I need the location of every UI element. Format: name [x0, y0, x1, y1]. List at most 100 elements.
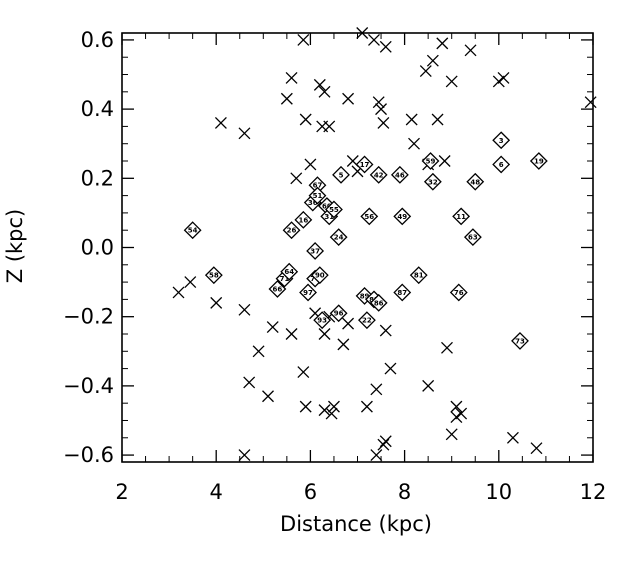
x-marker-point: [243, 376, 256, 389]
y-tick-label: −0.4: [63, 374, 114, 398]
diamond-marker-label: 26: [287, 227, 297, 235]
diamond-marker-label: 73: [515, 337, 525, 345]
x-marker-point: [210, 296, 223, 309]
plot-frame: [121, 32, 594, 463]
diamond-marker-label: 89: [360, 292, 370, 300]
x-marker-point: [262, 390, 274, 403]
diamond-marker-point: 56: [360, 207, 379, 226]
diamond-marker-label: 24: [334, 234, 344, 242]
diamond-marker-point: 3: [492, 131, 511, 150]
diamond-marker-label: 22: [362, 317, 372, 325]
x-tick-label: 2: [115, 480, 128, 504]
diamond-marker-label: 6: [499, 161, 504, 169]
x-marker-point: [252, 345, 265, 358]
x-marker-point: [368, 33, 380, 46]
x-marker-point: [313, 78, 326, 91]
diamond-marker-point: 59: [421, 152, 440, 170]
y-tick-label: 0.2: [81, 166, 114, 190]
diamond-marker-point: 81: [409, 266, 428, 285]
x-tick-label: 12: [580, 480, 607, 504]
x-marker-point: [323, 120, 336, 133]
diamond-marker-point: 5: [332, 165, 350, 184]
diamond-marker-label: 66: [273, 286, 283, 294]
diamond-marker-point: 42: [369, 165, 388, 184]
diamond-marker-point: 16: [294, 210, 313, 229]
x-marker-point: [356, 27, 369, 39]
diamond-marker-label: 3: [499, 137, 504, 145]
x-marker-point: [375, 103, 388, 116]
diamond-marker-label: 64: [284, 268, 294, 276]
diamond-marker-label: 63: [468, 234, 478, 242]
diamond-marker-label: 87: [397, 289, 407, 297]
x-marker-point: [455, 407, 468, 420]
x-marker-point: [318, 328, 331, 340]
x-marker-point: [379, 435, 392, 448]
diamond-marker-label: 81: [414, 272, 424, 280]
diamond-marker-point: 76: [449, 283, 468, 302]
x-marker-point: [384, 362, 397, 375]
x-marker-point: [238, 449, 251, 462]
diamond-marker-point: 87: [393, 283, 412, 302]
x-tick-label: 8: [398, 480, 411, 504]
diamond-marker-label: 56: [364, 213, 374, 221]
diamond-marker-label: 17: [360, 161, 370, 169]
diamond-marker-label: 31: [324, 213, 334, 221]
x-marker-point: [464, 44, 477, 57]
x-axis-title: Distance (kpc): [280, 512, 432, 536]
x-marker-point: [422, 379, 435, 392]
x-marker-point: [285, 72, 298, 84]
diamond-marker-point: 37: [306, 242, 325, 260]
diamond-marker-point: 17: [355, 155, 374, 174]
y-tick-label: −0.6: [63, 443, 114, 467]
diamond-marker-label: 67: [313, 182, 323, 190]
x-tick-label: 6: [304, 480, 317, 504]
diamond-marker-point: 90: [310, 266, 329, 285]
diamond-marker-label: 36: [308, 199, 318, 207]
x-marker-point: [370, 449, 383, 462]
diamond-marker-point: 58: [204, 266, 223, 285]
x-marker-point: [327, 400, 340, 413]
x-tick-label: 4: [210, 480, 223, 504]
diamond-marker-point: 97: [299, 283, 317, 302]
x-marker-point: [377, 438, 390, 451]
x-marker-point: [436, 37, 449, 50]
diamond-marker-point: 51: [308, 186, 327, 205]
x-marker-point: [266, 321, 279, 334]
x-marker-point: [450, 400, 463, 413]
x-marker-point: [318, 404, 331, 417]
diamond-marker-label: 90: [315, 272, 325, 280]
diamond-marker-label: 19: [534, 158, 544, 166]
diamond-marker-label: 32: [428, 178, 438, 186]
diamond-marker-label: 54: [188, 227, 198, 235]
y-tick-label: −0.2: [63, 305, 114, 329]
diamond-marker-point: 19: [529, 152, 548, 170]
x-marker-point: [584, 96, 597, 109]
diamond-marker-point: 32: [423, 172, 442, 191]
diamond-marker-label: 71: [280, 275, 290, 283]
diamond-marker-point: 11: [452, 207, 471, 226]
diamond-marker-point: 6: [492, 155, 511, 174]
x-marker-point: [325, 407, 338, 420]
x-marker-point: [297, 366, 310, 379]
diamond-marker-point: 96: [329, 304, 348, 323]
diamond-marker-label: 51: [313, 192, 323, 200]
x-marker-point: [214, 116, 227, 129]
diamond-marker-point: 66: [268, 280, 287, 298]
diamond-marker-label: 86: [374, 299, 384, 307]
x-marker-point: [360, 400, 373, 413]
diamond-marker-point: 22: [358, 311, 376, 330]
x-marker-point: [280, 92, 293, 105]
diamond-marker-point: 93: [313, 311, 332, 330]
x-marker-point: [184, 276, 197, 289]
y-tick-label: 0.0: [81, 236, 114, 260]
diamond-marker-point: 64: [280, 262, 299, 281]
diamond-marker-point: 49: [393, 207, 412, 226]
x-marker-point: [441, 341, 453, 354]
diamond-marker-label: 46: [395, 171, 405, 179]
x-marker-point: [497, 72, 510, 84]
x-marker-point: [438, 155, 451, 167]
x-marker-point: [172, 286, 185, 299]
x-marker-point: [408, 137, 420, 150]
